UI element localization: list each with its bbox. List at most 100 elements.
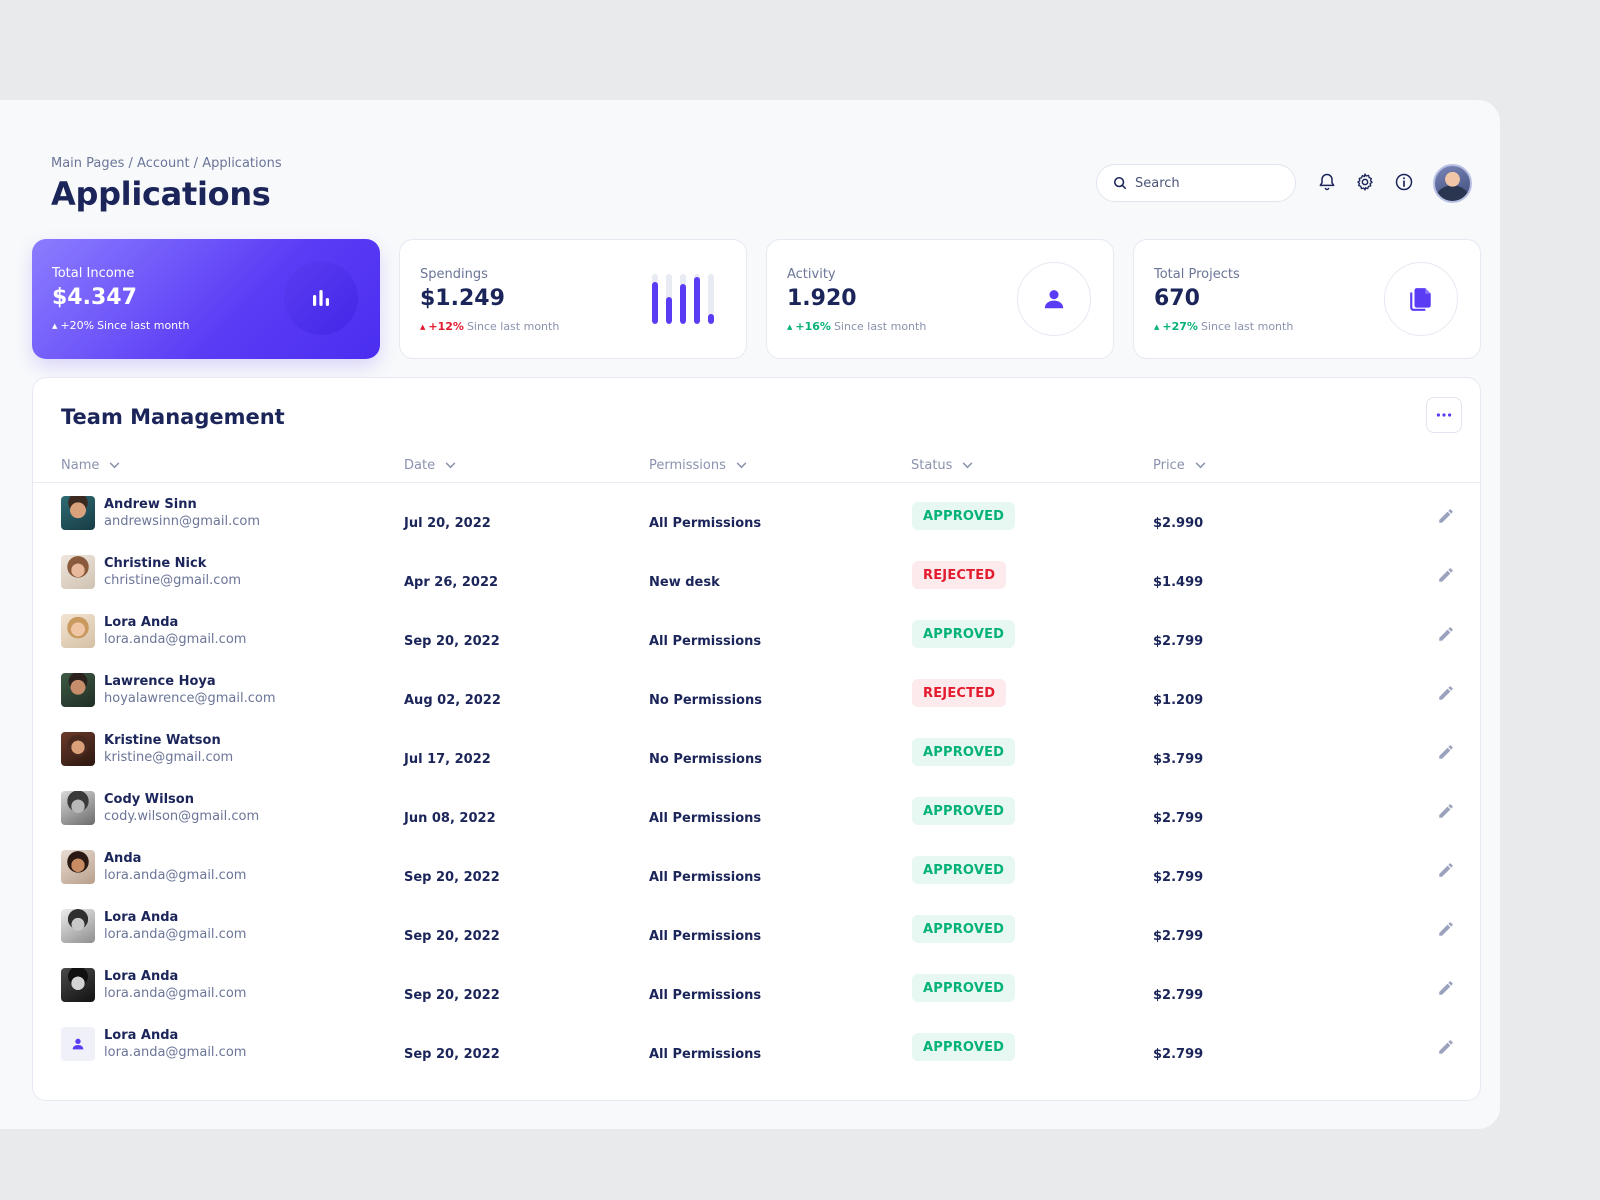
- person-name: Lawrence Hoya: [104, 674, 216, 689]
- edit-pencil-icon[interactable]: [1436, 624, 1456, 644]
- column-header-name[interactable]: Name: [61, 458, 120, 473]
- mini-bar-fill: [708, 314, 714, 324]
- spendings-mini-chart: [652, 274, 714, 324]
- stat-card-activity[interactable]: Activity 1.920 ▲ +16% Since last month: [766, 239, 1114, 359]
- header-divider: [33, 482, 1480, 483]
- person-name: Andrew Sinn: [104, 497, 197, 512]
- avatar: [61, 791, 95, 825]
- mini-bar: [666, 274, 672, 324]
- gear-icon[interactable]: [1353, 170, 1377, 194]
- column-header-permissions[interactable]: Permissions: [649, 458, 747, 473]
- edit-pencil-icon[interactable]: [1436, 742, 1456, 762]
- column-header-price[interactable]: Price: [1153, 458, 1206, 473]
- person-email: christine@gmail.com: [104, 573, 242, 588]
- stat-value: $4.347: [52, 285, 137, 310]
- bell-icon[interactable]: [1315, 170, 1339, 194]
- edit-pencil-icon[interactable]: [1436, 801, 1456, 821]
- permissions-cell: No Permissions: [649, 693, 762, 708]
- search-bar[interactable]: [1096, 164, 1296, 202]
- person-cell: Christine Nick christine@gmail.com: [61, 555, 241, 589]
- mini-bar-fill: [694, 276, 700, 324]
- column-label: Date: [404, 458, 436, 473]
- person-name: Lora Anda: [104, 910, 179, 925]
- stat-card-total-projects[interactable]: Total Projects 670 ▲ +27% Since last mon…: [1133, 239, 1481, 359]
- price-cell: $1.499: [1153, 575, 1204, 590]
- price-cell: $2.799: [1153, 1047, 1204, 1062]
- edit-pencil-icon[interactable]: [1436, 565, 1456, 585]
- search-input[interactable]: [1135, 175, 1275, 191]
- status-badge: APPROVED: [912, 502, 1016, 530]
- person-icon: [1017, 262, 1091, 336]
- mini-bar: [680, 274, 686, 324]
- stat-change-percent: +12%: [428, 320, 464, 333]
- table-row[interactable]: Cody Wilson cody.wilson@gmail.com Jun 08…: [33, 781, 1480, 840]
- stat-card-total-income[interactable]: Total Income $4.347 ▲ +20% Since last mo…: [32, 239, 380, 359]
- avatar: [61, 968, 95, 1002]
- permissions-cell: All Permissions: [649, 929, 762, 944]
- breadcrumb[interactable]: Main Pages / Account / Applications: [51, 156, 282, 171]
- status-badge: APPROVED: [912, 620, 1016, 648]
- chevron-down-icon: [1195, 458, 1206, 473]
- column-header-date[interactable]: Date: [404, 458, 456, 473]
- status-badge: APPROVED: [912, 1033, 1016, 1061]
- person-email: lora.anda@gmail.com: [104, 927, 247, 942]
- stat-value: $1.249: [420, 286, 505, 311]
- stat-value: 1.920: [787, 286, 857, 311]
- date-cell: Sep 20, 2022: [404, 929, 500, 944]
- table-row[interactable]: Christine Nick christine@gmail.com Apr 2…: [33, 545, 1480, 604]
- person-cell: Lora Anda lora.anda@gmail.com: [61, 968, 246, 1002]
- person-email: lora.anda@gmail.com: [104, 1045, 247, 1060]
- date-cell: Sep 20, 2022: [404, 1047, 500, 1062]
- mini-bar-fill: [666, 296, 672, 324]
- edit-pencil-icon[interactable]: [1436, 860, 1456, 880]
- chevron-down-icon: [109, 458, 120, 473]
- price-cell: $2.799: [1153, 929, 1204, 944]
- status-badge: APPROVED: [912, 856, 1016, 884]
- stat-change: ▲ +27% Since last month: [1154, 320, 1293, 333]
- more-options-button[interactable]: [1426, 397, 1462, 433]
- table-row[interactable]: Anda lora.anda@gmail.com Sep 20, 2022 Al…: [33, 840, 1480, 899]
- date-cell: Sep 20, 2022: [404, 634, 500, 649]
- info-icon[interactable]: [1392, 170, 1416, 194]
- mini-bar-fill: [652, 281, 658, 324]
- mini-bar-fill: [680, 284, 686, 324]
- edit-pencil-icon[interactable]: [1436, 1037, 1456, 1057]
- user-avatar[interactable]: [1433, 164, 1472, 203]
- price-cell: $2.799: [1153, 811, 1204, 826]
- edit-pencil-icon[interactable]: [1436, 919, 1456, 939]
- person-cell: Lawrence Hoya hoyalawrence@gmail.com: [61, 673, 276, 707]
- table-row[interactable]: Lora Anda lora.anda@gmail.com Sep 20, 20…: [33, 604, 1480, 663]
- team-management-card: Team Management Name Date Permissions St…: [32, 377, 1481, 1101]
- stat-change: ▲ +16% Since last month: [787, 320, 926, 333]
- table-row[interactable]: Kristine Watson kristine@gmail.com Jul 1…: [33, 722, 1480, 781]
- stat-value: 670: [1154, 286, 1200, 311]
- person-name: Christine Nick: [104, 556, 207, 571]
- date-cell: Apr 26, 2022: [404, 575, 499, 590]
- status-badge: APPROVED: [912, 797, 1016, 825]
- column-label: Price: [1153, 458, 1185, 473]
- table-row[interactable]: Lora Anda lora.anda@gmail.com Sep 20, 20…: [33, 899, 1480, 958]
- page-title: Applications: [51, 175, 271, 213]
- date-cell: Jun 08, 2022: [404, 811, 496, 826]
- table-row[interactable]: Andrew Sinn andrewsinn@gmail.com Jul 20,…: [33, 486, 1480, 545]
- table-row[interactable]: Lawrence Hoya hoyalawrence@gmail.com Aug…: [33, 663, 1480, 722]
- permissions-cell: No Permissions: [649, 752, 762, 767]
- stat-card-spendings[interactable]: Spendings $1.249 ▲ +12% Since last month: [399, 239, 747, 359]
- mini-bar: [652, 274, 658, 324]
- avatar: [61, 673, 95, 707]
- table-row[interactable]: Lora Anda lora.anda@gmail.com Sep 20, 20…: [33, 958, 1480, 1017]
- edit-pencil-icon[interactable]: [1436, 506, 1456, 526]
- person-cell: Lora Anda lora.anda@gmail.com: [61, 614, 246, 648]
- price-cell: $2.799: [1153, 634, 1204, 649]
- edit-pencil-icon[interactable]: [1436, 683, 1456, 703]
- edit-pencil-icon[interactable]: [1436, 978, 1456, 998]
- mini-bar: [694, 274, 700, 324]
- date-cell: Aug 02, 2022: [404, 693, 501, 708]
- date-cell: Sep 20, 2022: [404, 870, 500, 885]
- column-header-status[interactable]: Status: [911, 458, 973, 473]
- chevron-down-icon: [736, 458, 747, 473]
- date-cell: Jul 20, 2022: [404, 516, 491, 531]
- person-name: Lora Anda: [104, 969, 179, 984]
- search-icon: [1113, 176, 1127, 190]
- table-row[interactable]: Lora Anda lora.anda@gmail.com Sep 20, 20…: [33, 1017, 1480, 1076]
